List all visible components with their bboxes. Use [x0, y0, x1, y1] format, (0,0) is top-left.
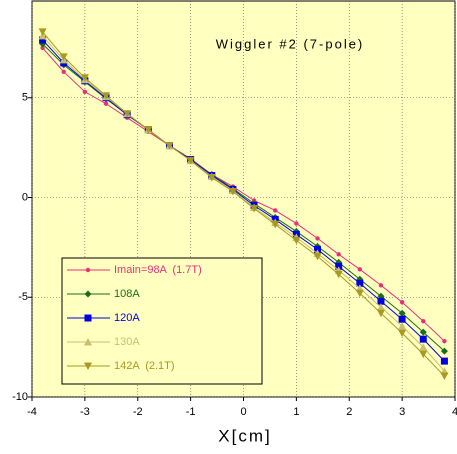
marker	[313, 252, 322, 261]
marker	[123, 110, 132, 118]
legend-label: 120A	[114, 312, 140, 324]
y-tick-label: -10	[12, 391, 28, 403]
marker	[440, 347, 448, 355]
marker	[336, 252, 341, 257]
x-tick-label: -2	[133, 406, 143, 418]
legend-label: Imain=98A (1.7T)	[114, 264, 202, 276]
marker	[377, 297, 385, 305]
marker	[357, 267, 363, 272]
marker	[419, 335, 427, 343]
marker	[85, 267, 91, 273]
legend-label: 108A	[114, 288, 140, 300]
marker	[334, 270, 343, 279]
x-axis-title: X[cm]	[218, 426, 271, 445]
marker	[144, 126, 153, 134]
x-tick-label: 2	[346, 406, 352, 418]
x-tick-label: 1	[293, 406, 299, 418]
marker	[84, 314, 92, 322]
marker	[356, 279, 364, 287]
marker	[376, 303, 385, 311]
series-line	[42, 47, 445, 342]
x-tick-label: -3	[80, 406, 90, 418]
legend-box	[61, 257, 263, 385]
marker	[398, 329, 407, 338]
legend: Imain=98A (1.7T) 108A 120A 130A 142A (2.1T)	[61, 257, 263, 385]
marker	[80, 74, 89, 82]
y-tick-label: -5	[18, 291, 28, 303]
marker	[315, 236, 320, 241]
marker	[421, 318, 426, 324]
marker	[207, 174, 216, 182]
marker	[39, 36, 47, 44]
legend-label: 130A	[114, 336, 140, 348]
marker	[355, 289, 364, 298]
marker	[440, 357, 448, 365]
marker	[419, 328, 427, 336]
marker	[186, 157, 195, 165]
marker	[419, 343, 428, 351]
x-tick-label: 4	[452, 406, 457, 418]
marker	[40, 45, 45, 51]
marker	[165, 142, 174, 150]
marker	[271, 220, 280, 229]
marker	[399, 300, 405, 305]
series-line	[42, 39, 445, 362]
marker	[398, 315, 406, 323]
y-tick-label: 5	[22, 92, 28, 104]
marker	[82, 89, 88, 94]
x-tick-label: 0	[240, 406, 246, 418]
marker	[59, 53, 68, 61]
marker	[84, 362, 92, 370]
marker	[38, 28, 47, 36]
marker	[398, 322, 407, 330]
chart-title: Wiggler #2 (7-pole)	[216, 36, 365, 51]
marker	[84, 290, 92, 298]
marker	[250, 204, 259, 213]
x-tick-label: -4	[27, 406, 37, 418]
marker	[398, 309, 406, 317]
x-tick-label: 3	[399, 406, 405, 418]
legend-label: 142A (2.1T)	[114, 360, 175, 372]
series-line	[42, 43, 445, 352]
marker	[84, 338, 92, 346]
marker	[273, 208, 278, 213]
x-tick-label: -1	[186, 406, 196, 418]
plot-layer: -4 -3 -2 -1 0 1 2 3 4-10-505	[12, 1, 457, 418]
marker	[419, 350, 428, 359]
marker	[292, 236, 301, 245]
marker	[376, 309, 385, 318]
marker	[378, 283, 384, 288]
marker	[294, 221, 299, 226]
marker	[228, 188, 237, 196]
y-tick-label: 0	[22, 191, 28, 203]
marker	[442, 338, 447, 344]
marker	[440, 372, 449, 381]
marker	[102, 92, 111, 100]
marker	[61, 69, 66, 75]
marker	[103, 101, 109, 106]
